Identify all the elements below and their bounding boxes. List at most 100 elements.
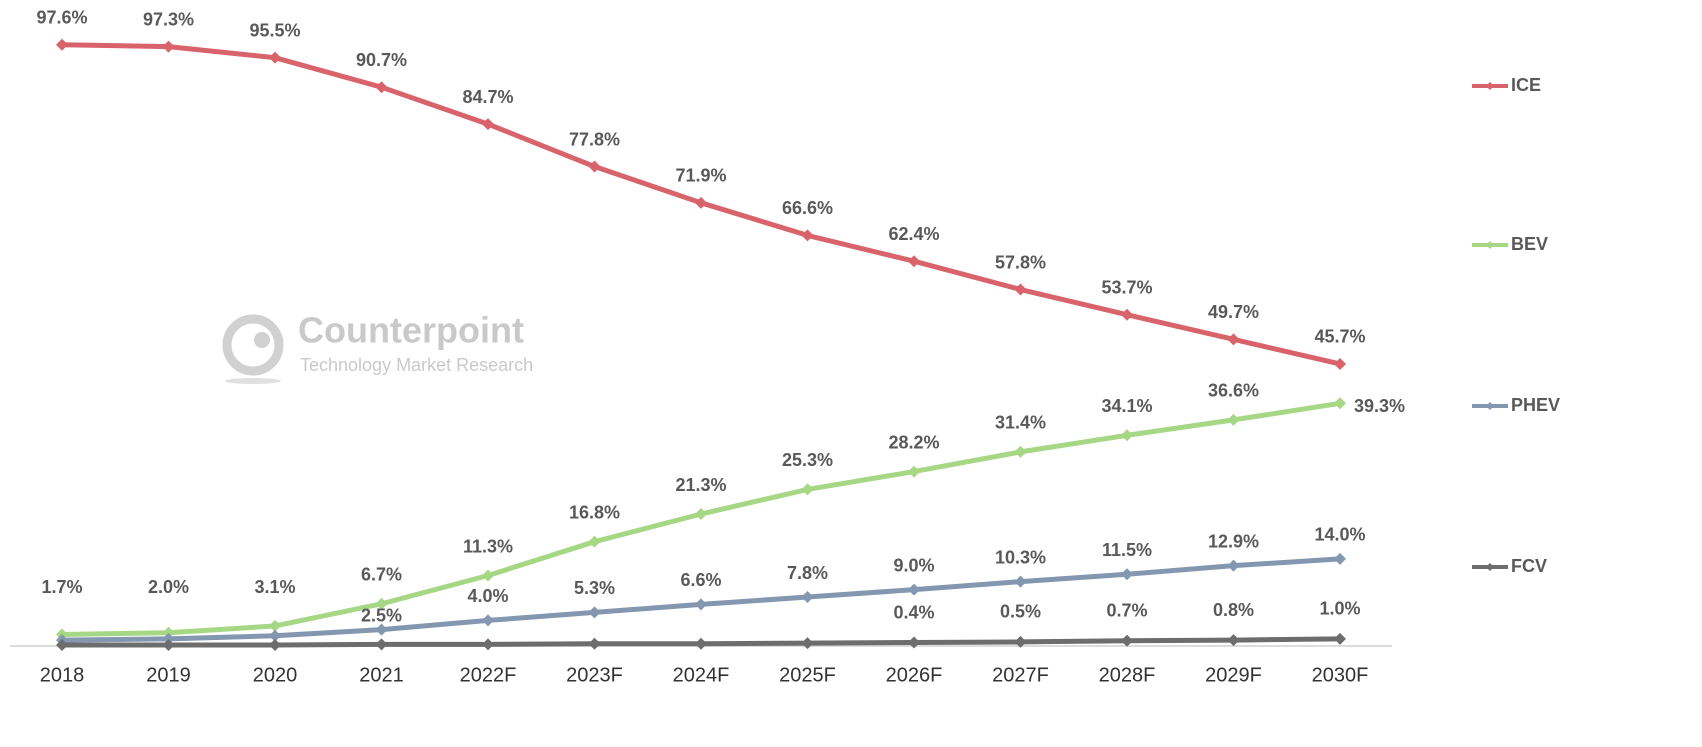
data-point: [269, 619, 281, 632]
data-point: [588, 637, 601, 650]
data-label: 77.8%: [569, 129, 620, 149]
data-point: [588, 160, 601, 173]
data-label: 45.7%: [1314, 327, 1365, 347]
x-tick-label: 2029F: [1205, 664, 1262, 686]
data-point: [482, 118, 494, 131]
data-point: [482, 569, 494, 582]
data-point: [269, 629, 281, 642]
data-label: 14.0%: [1314, 525, 1365, 545]
data-label: 66.6%: [782, 198, 833, 218]
data-point: [1334, 397, 1346, 410]
data-label: 0.7%: [1106, 600, 1147, 620]
data-label: 4.0%: [467, 586, 508, 606]
x-tick-label: 2025F: [779, 664, 836, 686]
data-point: [801, 591, 814, 604]
data-point: [375, 81, 388, 94]
data-label: 11.5%: [1102, 540, 1152, 560]
data-label: 16.8%: [569, 502, 620, 522]
legend-label: BEV: [1511, 234, 1548, 254]
x-tick-label: 2026F: [886, 664, 943, 686]
x-tick-label: 2028F: [1099, 664, 1156, 686]
data-point: [695, 637, 707, 650]
data-point: [801, 637, 814, 650]
data-label: 1.0%: [1319, 599, 1360, 619]
data-point: [1334, 552, 1346, 565]
x-tick-label: 2022F: [460, 664, 517, 686]
data-label: 1.7%: [41, 577, 82, 597]
data-point: [908, 465, 920, 478]
data-point: [162, 40, 175, 53]
data-label: 21.3%: [675, 475, 726, 495]
data-point: [1121, 568, 1133, 581]
data-point: [1227, 559, 1240, 572]
x-tick-label: 2024F: [673, 664, 730, 686]
data-point: [56, 38, 68, 51]
watermark-tagline: Technology Market Research: [300, 355, 533, 375]
data-point: [1121, 634, 1133, 647]
data-label: 7.8%: [787, 563, 828, 583]
data-label: 11.3%: [463, 536, 513, 556]
data-point: [1014, 445, 1027, 458]
data-label: 28.2%: [888, 432, 939, 452]
data-point: [1334, 357, 1346, 370]
data-label: 2.5%: [361, 605, 402, 625]
data-point: [1014, 575, 1027, 588]
data-point: [1014, 283, 1027, 296]
data-label: 25.3%: [782, 450, 833, 470]
data-label: 0.4%: [893, 602, 934, 622]
data-point: [1014, 635, 1027, 648]
data-point: [908, 583, 920, 596]
data-label: 71.9%: [675, 166, 726, 186]
data-label: 53.7%: [1101, 277, 1152, 297]
data-label: 39.3%: [1354, 396, 1405, 416]
data-point: [695, 196, 707, 209]
data-point: [162, 639, 175, 651]
data-point: [1121, 308, 1133, 321]
data-point: [269, 51, 281, 64]
x-tick-label: 2021: [359, 664, 404, 686]
legend-marker: [1486, 241, 1494, 249]
data-label: 6.7%: [361, 565, 402, 585]
data-point: [162, 632, 175, 645]
data-point: [695, 598, 707, 611]
data-label: 97.6%: [36, 8, 87, 28]
data-point: [375, 597, 388, 610]
data-label: 9.0%: [893, 555, 934, 575]
data-label: 34.1%: [1101, 396, 1152, 416]
x-tick-label: 2020: [253, 664, 298, 686]
data-label: 3.1%: [254, 577, 295, 597]
data-label: 97.3%: [143, 9, 194, 29]
x-tick-label: 2027F: [992, 664, 1049, 686]
data-label: 57.8%: [995, 252, 1046, 272]
data-point: [56, 639, 68, 651]
watermark-icon: [222, 314, 284, 376]
data-point: [375, 623, 388, 636]
data-label: 36.6%: [1208, 381, 1259, 401]
watermark-shadow: [225, 378, 281, 384]
data-label: 0.5%: [1000, 602, 1041, 622]
data-point: [1227, 634, 1240, 647]
data-point: [1227, 333, 1240, 346]
data-label: 62.4%: [888, 224, 939, 244]
data-point: [908, 255, 920, 268]
data-point: [588, 606, 601, 619]
legend-label: PHEV: [1511, 395, 1560, 415]
data-label: 84.7%: [462, 87, 513, 107]
data-point: [695, 508, 707, 521]
watermark: Counterpoint Technology Market Research: [222, 310, 533, 384]
data-label: 5.3%: [574, 578, 615, 598]
data-point: [162, 626, 175, 639]
data-point: [482, 614, 494, 627]
data-point: [908, 636, 920, 649]
data-label: 12.9%: [1208, 531, 1259, 551]
data-label: 2.0%: [148, 577, 189, 597]
legend-marker: [1486, 563, 1494, 571]
data-point: [588, 535, 601, 548]
legend-marker: [1486, 402, 1494, 410]
legend-label: ICE: [1511, 75, 1541, 95]
data-point: [1121, 429, 1133, 442]
x-tick-label: 2019: [146, 664, 191, 686]
data-point: [801, 483, 814, 496]
x-tick-label: 2030F: [1312, 664, 1369, 686]
